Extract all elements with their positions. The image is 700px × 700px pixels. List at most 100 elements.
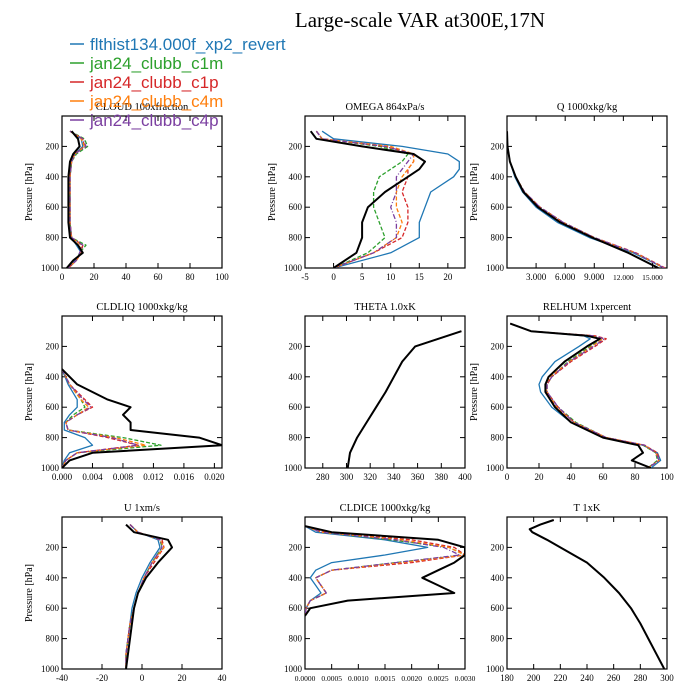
legend-label: jan24_clubb_c4m: [89, 92, 223, 111]
y-tick-label: 600: [491, 202, 505, 212]
y-tick-label: 600: [289, 402, 303, 412]
y-tick-label: 400: [491, 573, 505, 583]
y-axis-label: Pressure [hPa]: [24, 163, 35, 221]
x-tick-label: 100: [215, 272, 229, 282]
x-tick-label: 5: [360, 272, 365, 282]
series-group: [507, 131, 666, 268]
series-line-5: [347, 330, 462, 468]
y-axis-label: Pressure [hPa]: [24, 564, 35, 622]
x-tick-label: 280: [634, 673, 648, 683]
series-line-6: [62, 368, 222, 468]
y-tick-label: 800: [46, 233, 60, 243]
x-tick-label: 20: [90, 272, 100, 282]
y-tick-label: 800: [491, 233, 505, 243]
x-tick-label: 240: [580, 673, 594, 683]
x-tick-label: 10: [386, 272, 396, 282]
series-group: [66, 130, 89, 268]
x-tick-label: 0.0005: [321, 674, 342, 683]
y-tick-label: 1000: [284, 263, 303, 273]
x-tick-label: 0: [505, 472, 510, 482]
x-tick-label: 60: [154, 272, 164, 282]
y-tick-label: 800: [491, 433, 505, 443]
plot-frame: [61, 315, 223, 469]
x-tick-label: 40: [218, 673, 228, 683]
panel-title: T 1xK: [574, 503, 601, 514]
series-line-6: [305, 525, 465, 617]
series-line-3: [125, 524, 165, 669]
y-axis-label: Pressure [hPa]: [267, 163, 278, 221]
legend: flthist134.000f_xp2_revertjan24_clubb_c1…: [70, 35, 286, 130]
series-line-6: [309, 130, 426, 268]
y-tick-label: 200: [289, 141, 303, 151]
x-tick-label: 300: [660, 673, 674, 683]
panel-title: OMEGA 864xPa/s: [345, 102, 424, 113]
x-tick-label: 0.0025: [428, 674, 449, 683]
x-tick-label: 20: [535, 472, 545, 482]
series-line-4: [509, 322, 660, 468]
y-tick-label: 600: [46, 202, 60, 212]
series-line-4: [347, 330, 462, 468]
panel-title: U 1xm/s: [124, 503, 160, 514]
series-line-3: [509, 322, 660, 468]
x-tick-label: 60: [599, 472, 609, 482]
x-tick-label: 180: [500, 673, 514, 683]
x-tick-label: 0.0000: [295, 674, 316, 683]
series-line-6: [509, 322, 652, 468]
x-tick-label: 0.000: [52, 472, 73, 482]
x-tick-label: 280: [316, 472, 330, 482]
y-tick-label: 800: [289, 634, 303, 644]
x-tick-label: 0.0010: [348, 674, 369, 683]
y-tick-label: 200: [491, 141, 505, 151]
panel-title: CLDLIQ 1000xkg/kg: [96, 302, 188, 313]
y-tick-label: 600: [289, 603, 303, 613]
legend-label: jan24_clubb_c4p: [89, 111, 219, 130]
x-tick-label: -40: [56, 673, 68, 683]
panel-5: THETA 1.0xK 200 400 600 800 1000 280 300 320 340 3…: [284, 302, 472, 482]
x-tick-label: 9.000: [584, 272, 605, 282]
y-tick-label: 800: [289, 233, 303, 243]
x-tick-label: 20: [178, 673, 188, 683]
y-tick-label: 1000: [284, 463, 303, 473]
x-tick-label: 40: [567, 472, 577, 482]
panel-title: RELHUM 1xpercent: [543, 302, 631, 313]
x-tick-label: 80: [631, 472, 641, 482]
series-line-5: [125, 524, 163, 669]
x-tick-label: 0.0020: [401, 674, 422, 683]
series-line-1: [321, 130, 460, 268]
series-group: [346, 330, 462, 468]
panel-title: THETA 1.0xK: [354, 302, 416, 313]
series-group: [309, 130, 460, 268]
series-line-2: [347, 330, 462, 468]
y-axis-label: Pressure [hPa]: [469, 163, 480, 221]
x-tick-label: 380: [435, 472, 449, 482]
y-tick-label: 1000: [486, 664, 505, 674]
y-tick-label: 200: [46, 542, 60, 552]
y-tick-label: 400: [289, 573, 303, 583]
x-tick-label: 80: [186, 272, 196, 282]
series-group: [62, 368, 222, 468]
series-line-1: [62, 368, 94, 468]
x-tick-label: 40: [122, 272, 132, 282]
y-tick-label: 600: [491, 402, 505, 412]
x-tick-label: 15: [415, 272, 425, 282]
series-line-6: [346, 330, 462, 468]
y-tick-label: 1000: [41, 463, 60, 473]
series-line-2: [315, 130, 409, 268]
panel-title: CLDICE 1000xkg/kg: [340, 503, 431, 514]
series-line-4: [62, 368, 147, 468]
x-tick-label: 0.012: [143, 472, 163, 482]
x-tick-label: 3.000: [526, 272, 547, 282]
panel-7: U 1xm/s 200 400 600 800 1000-40 -20 0 20 40 Pressu…: [24, 503, 227, 683]
y-tick-label: 800: [491, 634, 505, 644]
series-line-5: [315, 130, 415, 268]
plot-frame: [304, 315, 466, 469]
y-tick-label: 800: [289, 433, 303, 443]
panel-title: CLOUD 100xfraction: [96, 102, 189, 113]
y-tick-label: 600: [289, 202, 303, 212]
x-tick-label: 100: [660, 472, 674, 482]
x-tick-label: 0.0030: [455, 674, 476, 683]
